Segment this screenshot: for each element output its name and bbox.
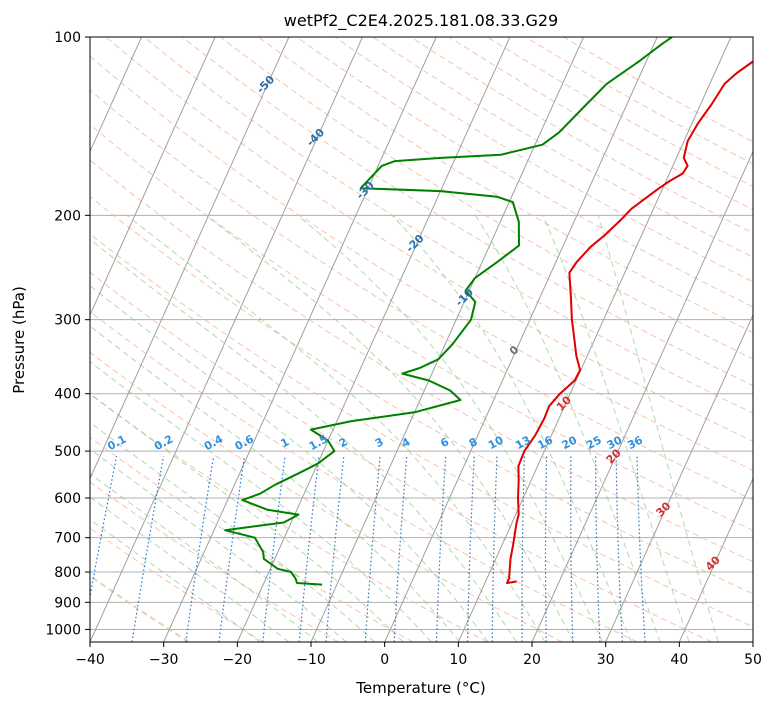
y-tick-label: 1000 — [45, 622, 81, 638]
sounding-series — [224, 37, 753, 586]
dry-adiabat — [90, 195, 753, 595]
dry-adiabat — [90, 233, 753, 628]
dry-adiabat — [90, 351, 563, 642]
y-tick-label: 700 — [54, 531, 81, 547]
moist-adiabat — [474, 215, 661, 642]
isotherm-line — [310, 37, 585, 642]
mixing-ratio-line — [393, 456, 408, 642]
moist-adiabat — [90, 325, 461, 642]
moist-adiabat — [90, 496, 290, 642]
mixing-ratio-line — [185, 456, 215, 642]
mixing-ratio-line — [521, 456, 525, 642]
x-tick-label: 10 — [449, 652, 467, 668]
y-tick-label: 400 — [54, 387, 81, 403]
y-tick-label: 500 — [54, 444, 81, 460]
mixing-ratio-line — [325, 456, 345, 642]
mixing-ratio-line — [595, 456, 601, 642]
mixing-ratio-line — [636, 456, 646, 642]
mixing-ratio-label: 16 — [535, 433, 555, 452]
x-tick-label: −30 — [149, 652, 179, 668]
x-tick-label: 30 — [597, 652, 615, 668]
moist-adiabat — [297, 214, 603, 642]
isotherm-line — [678, 477, 753, 642]
mixing-ratio-label: 13 — [513, 433, 533, 452]
x-tick-label: −40 — [75, 652, 105, 668]
isotherms — [90, 37, 753, 642]
sounding-series-1 — [224, 37, 673, 586]
moist-adiabat — [597, 215, 719, 642]
moist-adiabat — [90, 448, 347, 642]
y-tick-label: 800 — [54, 565, 81, 581]
isotherm-line — [90, 37, 290, 480]
mixing-ratio-label: 36 — [625, 433, 645, 452]
mixing-ratio-line — [218, 456, 245, 642]
mixing-ratio-lines — [90, 456, 646, 642]
y-axis: 100 200 300 400 500 600 700 800 900 1000 — [45, 30, 90, 638]
mixing-ratio-label: 10 — [486, 433, 506, 452]
mixing-ratio-label: 25 — [584, 433, 604, 452]
moist-adiabat — [205, 214, 575, 642]
mixing-ratio-label: 20 — [560, 433, 580, 452]
isotherm-line — [531, 150, 753, 642]
moist-adiabat — [90, 421, 376, 642]
sounding-series-0 — [506, 60, 753, 584]
moist-adiabat — [90, 472, 319, 642]
plot-frame — [89, 36, 754, 643]
moist-adiabat — [90, 392, 404, 642]
mixing-ratio-line — [491, 456, 498, 642]
isotherm-line — [236, 37, 511, 642]
mixing-ratio-line — [570, 456, 574, 642]
dry-adiabat — [105, 37, 753, 442]
y-tick-label: 900 — [54, 595, 81, 611]
y-tick-label: 100 — [54, 30, 81, 46]
isotherm-line — [163, 37, 437, 642]
mixing-ratio-line — [131, 456, 165, 642]
y-tick-label: 600 — [54, 491, 81, 507]
x-tick-label: −20 — [223, 652, 253, 668]
x-tick-label: 50 — [744, 652, 762, 668]
y-tick-label: 300 — [54, 313, 81, 329]
x-tick-label: 40 — [670, 652, 688, 668]
moist-adiabats — [90, 214, 719, 642]
x-tick-label: −10 — [296, 652, 326, 668]
y-axis-title: Pressure (hPa) — [10, 286, 28, 394]
mixing-ratio-line — [544, 456, 548, 642]
mixing-ratio-line — [435, 456, 447, 642]
isotherm-line — [90, 37, 216, 317]
isotherm-line — [90, 37, 364, 642]
dry-adiabat — [181, 37, 753, 387]
dry-adiabat — [220, 37, 753, 360]
y-tick-label: 200 — [54, 208, 81, 224]
dry-adiabat — [90, 527, 264, 642]
dry-adiabat — [90, 481, 339, 642]
mixing-ratio-line — [466, 456, 475, 642]
chart-title: wetPf2_C2E4.2025.181.08.33.G29 — [284, 11, 558, 31]
x-axis: −40 −30 −20 −10 0 10 20 30 40 50 — [75, 642, 762, 668]
dry-adiabat — [143, 37, 753, 414]
isotherm-line — [384, 37, 658, 642]
moist-adiabat — [90, 238, 517, 642]
mixing-ratio-line — [298, 456, 320, 642]
x-tick-label: 20 — [523, 652, 541, 668]
dry-adiabat — [90, 311, 638, 642]
moist-adiabat — [126, 214, 546, 642]
mixing-ratio-line — [364, 456, 381, 642]
x-axis-title: Temperature (°C) — [355, 679, 485, 697]
x-tick-label: 0 — [380, 652, 389, 668]
isotherm-line — [605, 313, 753, 642]
moist-adiabat — [90, 518, 261, 642]
dry-adiabat — [90, 55, 753, 471]
isotherm-line — [457, 37, 732, 642]
mixing-ratio-label: 30 — [605, 433, 625, 452]
moist-adiabat — [542, 215, 690, 642]
dry-adiabat — [90, 271, 712, 642]
mixing-ratio-line — [615, 456, 623, 642]
moist-adiabat — [391, 214, 632, 642]
mixing-ratio-line — [90, 456, 118, 600]
isotherm-line — [90, 37, 143, 153]
